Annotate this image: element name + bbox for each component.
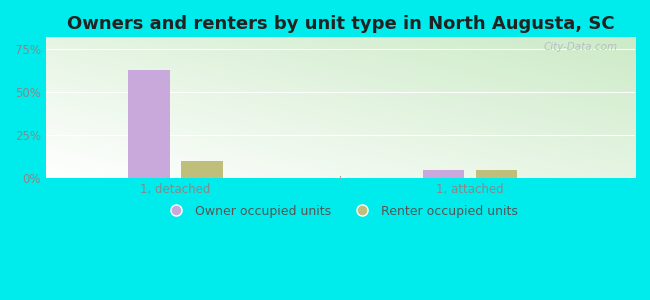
Bar xyxy=(181,161,222,178)
Bar xyxy=(476,170,517,178)
Legend: Owner occupied units, Renter occupied units: Owner occupied units, Renter occupied un… xyxy=(159,200,523,223)
Title: Owners and renters by unit type in North Augusta, SC: Owners and renters by unit type in North… xyxy=(66,15,614,33)
Text: City-Data.com: City-Data.com xyxy=(543,42,618,52)
Bar xyxy=(128,70,170,178)
Bar xyxy=(423,170,464,178)
